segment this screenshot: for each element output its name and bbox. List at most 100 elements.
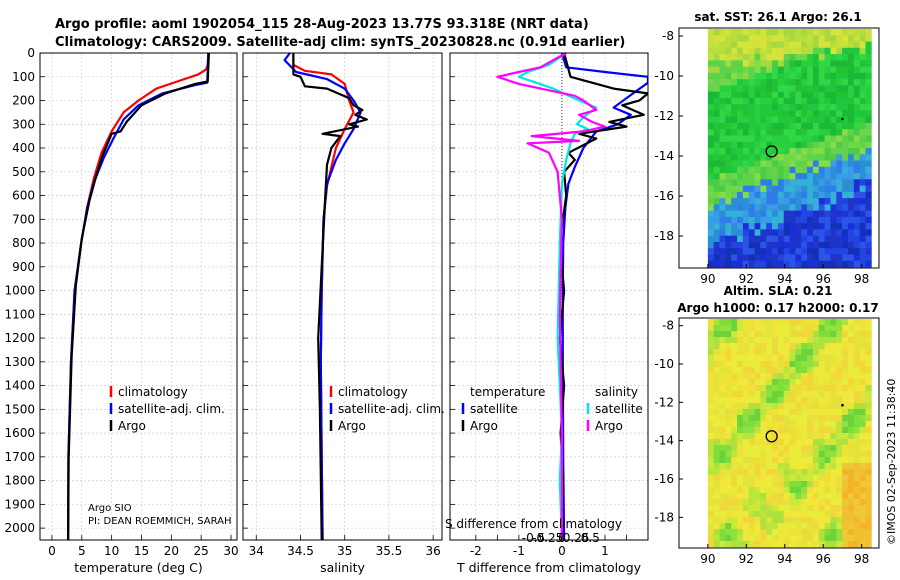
- map-cell: [807, 110, 814, 118]
- map-cell: [801, 198, 808, 205]
- map-cell: [748, 445, 755, 452]
- map-cell: [748, 122, 755, 130]
- legend-label-satellite: satellite-adj. clim.: [338, 402, 445, 416]
- map-cell: [748, 204, 755, 212]
- map-cell: [731, 349, 738, 356]
- map-cell: [795, 154, 802, 161]
- map-cell: [742, 216, 750, 224]
- map-cell: [859, 85, 866, 93]
- map-cell: [731, 427, 738, 434]
- map-cell: [707, 397, 715, 404]
- map-cell: [818, 116, 826, 124]
- map-cell: [737, 79, 744, 86]
- map-cell: [772, 191, 779, 199]
- map-cell: [742, 141, 750, 149]
- map-cell: [748, 185, 755, 193]
- map-cell: [789, 385, 796, 392]
- map-cell: [853, 403, 861, 410]
- map-cell: [766, 54, 773, 61]
- map-cell: [737, 379, 744, 386]
- map-cell: [836, 337, 843, 344]
- map-cell: [725, 198, 732, 205]
- map-cell: [760, 122, 767, 130]
- map-cell: [853, 331, 861, 338]
- map-cell: [707, 241, 715, 249]
- map-cell: [830, 325, 837, 332]
- map-cell: [812, 248, 820, 255]
- map-cell: [772, 349, 779, 356]
- map-cell: [830, 204, 837, 212]
- map-cell: [801, 451, 808, 458]
- map-cell: [713, 469, 720, 476]
- map-cell: [818, 166, 826, 174]
- map-cell: [772, 260, 779, 268]
- map-cell: [772, 248, 779, 255]
- map-y-tick-label: -8: [662, 29, 674, 43]
- map-cell: [707, 361, 715, 368]
- map-cell: [795, 457, 802, 464]
- map-cell: [847, 235, 855, 243]
- map-cell: [772, 47, 779, 55]
- map-cell: [713, 517, 720, 524]
- map-cell: [812, 487, 820, 494]
- map-cell: [818, 373, 826, 380]
- map-cell: [865, 451, 872, 458]
- map-cell: [830, 319, 837, 326]
- map-cell: [812, 204, 820, 212]
- map-cell: [754, 391, 761, 398]
- map-cell: [865, 248, 872, 255]
- map-cell: [807, 216, 814, 224]
- map-cell: [859, 439, 866, 446]
- map-cell: [847, 129, 855, 136]
- map-cell: [836, 29, 843, 36]
- map-cell: [842, 248, 849, 255]
- map-cell: [836, 493, 843, 500]
- map-cell: [795, 325, 802, 332]
- map-cell: [742, 505, 750, 512]
- map-cell: [865, 511, 872, 518]
- map-cell: [748, 475, 755, 482]
- map-cell: [772, 198, 779, 205]
- map-cell: [836, 79, 843, 86]
- map-cell: [777, 91, 785, 99]
- map-cell: [807, 421, 814, 428]
- map-cell: [754, 135, 761, 143]
- map-cell: [760, 91, 767, 99]
- map-cell: [795, 343, 802, 350]
- map-cell: [742, 223, 750, 230]
- map-cell: [865, 493, 872, 500]
- map-cell: [853, 499, 861, 506]
- map-cell: [812, 166, 820, 174]
- map-cell: [807, 41, 814, 49]
- map-cell: [859, 475, 866, 482]
- map-cell: [859, 47, 866, 55]
- map-cell: [748, 427, 755, 434]
- map-cell: [801, 355, 808, 362]
- map-cell: [783, 173, 790, 180]
- map-cell: [772, 337, 779, 344]
- map-cell: [707, 47, 715, 55]
- map-cell: [783, 541, 790, 548]
- map-cell: [713, 135, 720, 143]
- map-cell: [760, 475, 767, 482]
- map-cell: [707, 463, 715, 470]
- map-cell: [818, 457, 826, 464]
- map-cell: [713, 499, 720, 506]
- map-cell: [737, 135, 744, 143]
- map-cell: [719, 235, 726, 243]
- map-cell: [865, 110, 872, 118]
- map-cell: [807, 135, 814, 143]
- map-cell: [713, 85, 720, 93]
- map-cell: [836, 409, 843, 416]
- map-cell: [760, 427, 767, 434]
- map-cell: [842, 331, 849, 338]
- map-cell: [737, 185, 744, 193]
- map-cell: [707, 198, 715, 205]
- map-cell: [725, 141, 732, 149]
- legend-label-satellite: satellite-adj. clim.: [118, 402, 225, 416]
- map-cell: [818, 409, 826, 416]
- map-cell: [812, 148, 820, 155]
- map-cell: [783, 463, 790, 470]
- float-location-marker: [765, 145, 778, 158]
- map-cell: [801, 116, 808, 124]
